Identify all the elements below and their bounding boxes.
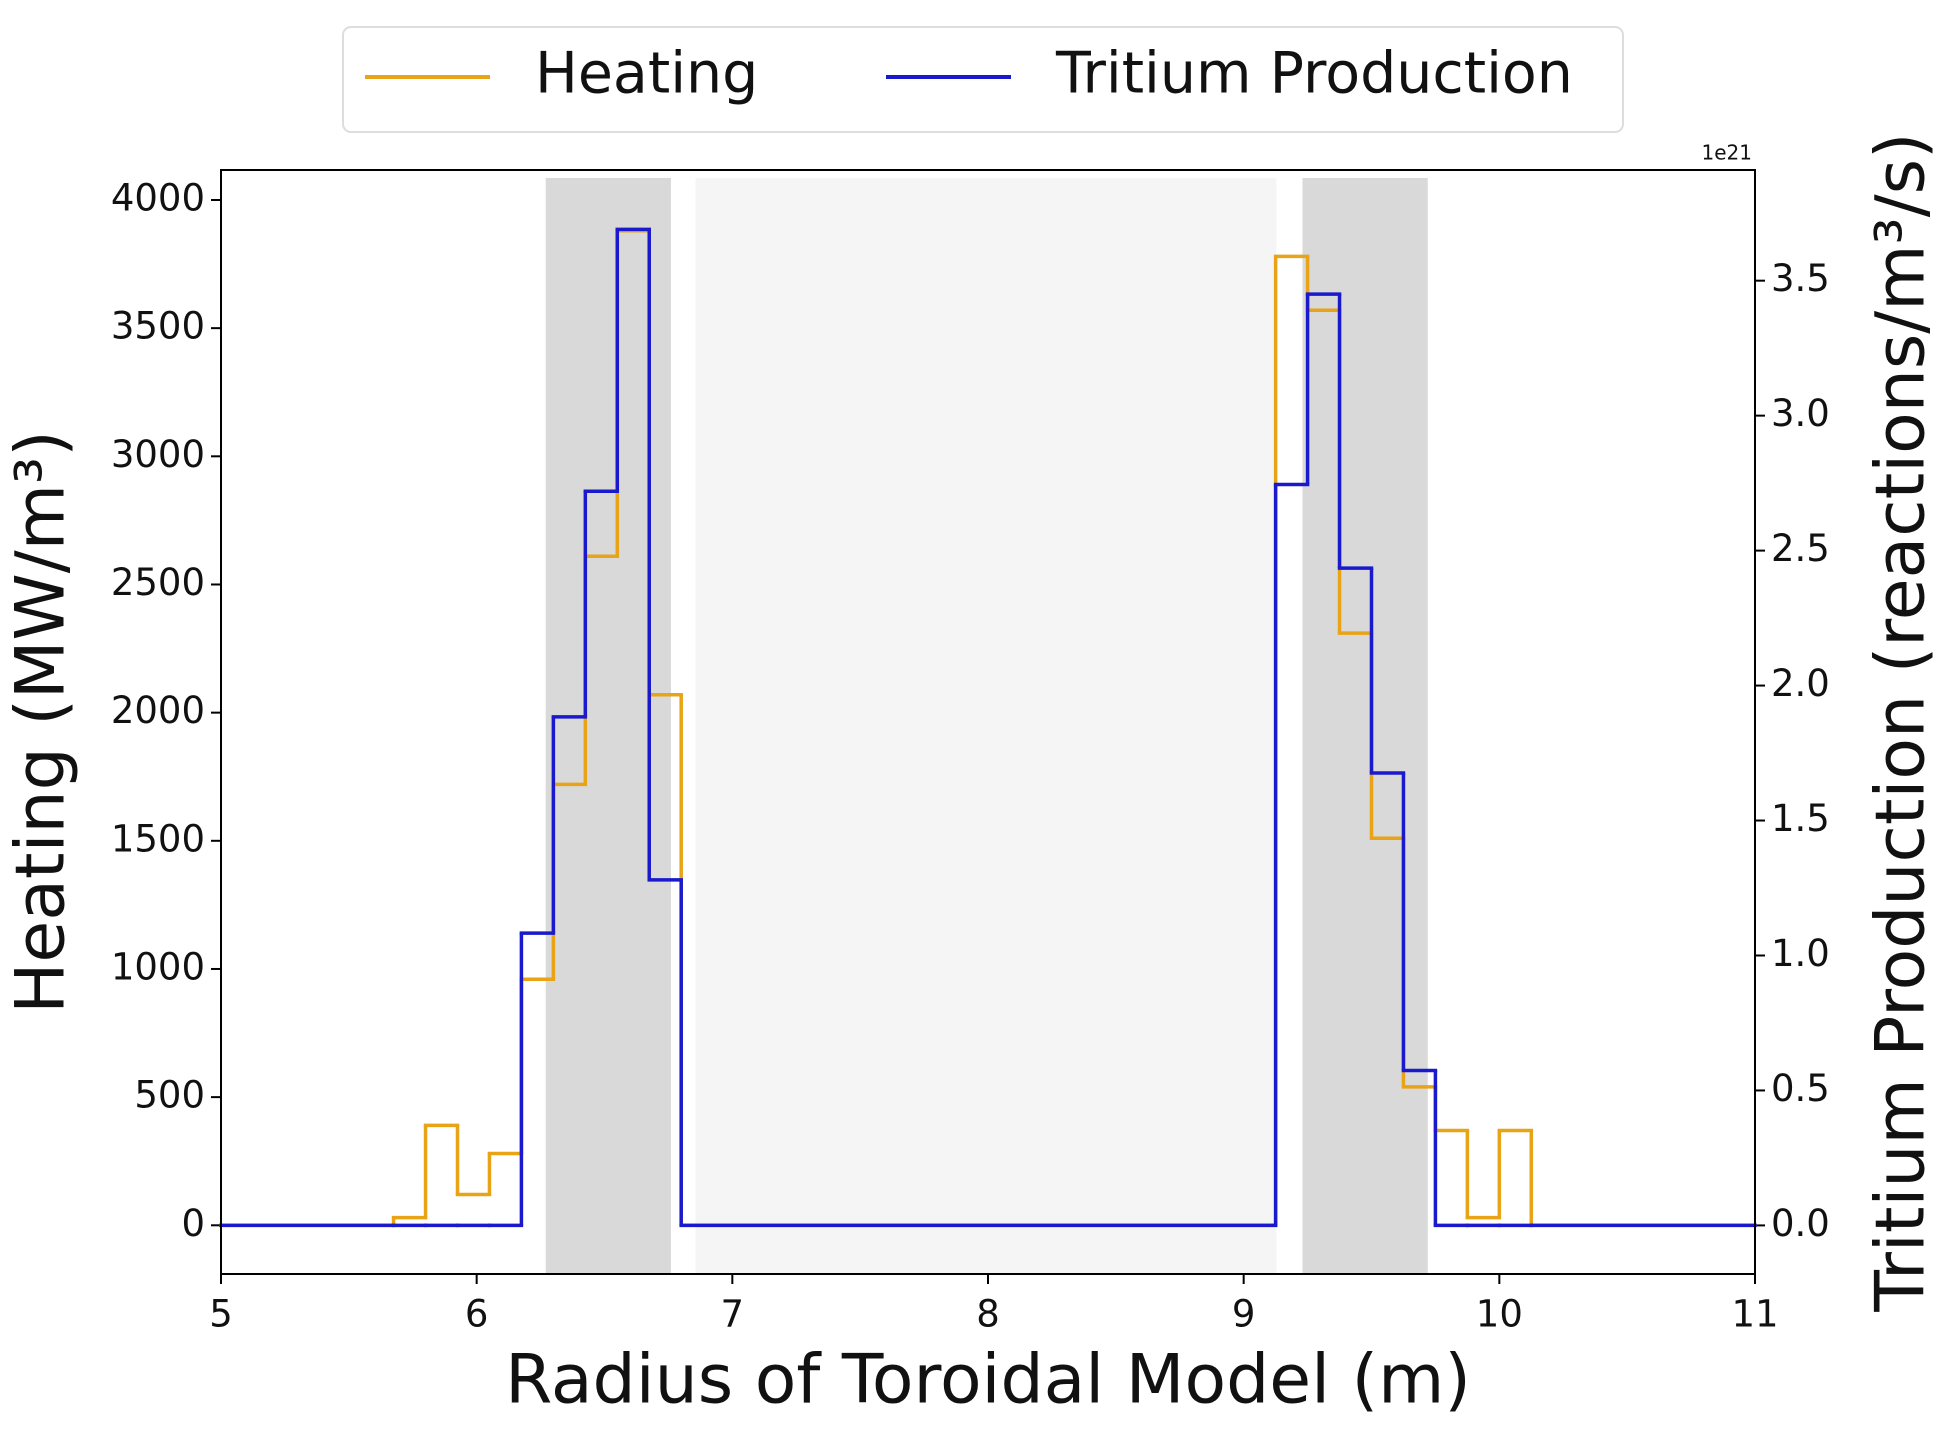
x-tick-label: 5 [209, 1293, 233, 1336]
y-tick-label: 500 [134, 1074, 205, 1117]
legend-box [342, 26, 1624, 133]
y2-offset: 1e21 [1702, 141, 1752, 165]
y-tick-label: 3000 [111, 433, 205, 476]
y-tick-label: 3500 [111, 305, 205, 348]
y-tick-label: 1500 [111, 817, 205, 860]
shaded-span [695, 178, 1277, 1274]
y-axis-label: Heating (MW/m³) [2, 430, 81, 1013]
shaded-span [545, 178, 671, 1274]
y-tick-label: 2000 [111, 689, 205, 732]
x-tick-label: 8 [976, 1293, 1000, 1336]
plot-frame [220, 169, 1756, 1275]
y2-tick-label: 2.5 [1771, 527, 1830, 570]
y2-axis-label: Tritium Production (reactions/m³/s) [1862, 132, 1938, 1312]
x-tick-label: 7 [721, 1293, 745, 1336]
series [219, 227, 1757, 1228]
y2-tick-label: 2.0 [1771, 662, 1830, 705]
x-axis-label: Radius of Toroidal Model (m) [505, 1341, 1471, 1420]
x-tick-label: 9 [1232, 1293, 1256, 1336]
shaded-span [1302, 178, 1428, 1274]
y-tick-label: 1000 [111, 945, 205, 988]
y-tick-label: 0 [181, 1202, 205, 1245]
y-tick-label: 2500 [111, 561, 205, 604]
y2-tick-label: 0.0 [1771, 1202, 1830, 1245]
legend-label: Heating [535, 41, 758, 107]
y2-tick-label: 0.5 [1771, 1067, 1830, 1110]
y-tick-label: 4000 [111, 176, 205, 219]
y2-tick-label: 3.5 [1771, 257, 1830, 300]
x-tick-label: 6 [465, 1293, 489, 1336]
x-tick-label: 11 [1731, 1293, 1778, 1336]
x-tick-label: 10 [1476, 1293, 1523, 1336]
y2-tick-label: 1.0 [1771, 932, 1830, 975]
y2-tick-label: 3.0 [1771, 392, 1830, 435]
legend-label: Tritium Production [1055, 41, 1573, 107]
y2-tick-label: 1.5 [1771, 797, 1830, 840]
